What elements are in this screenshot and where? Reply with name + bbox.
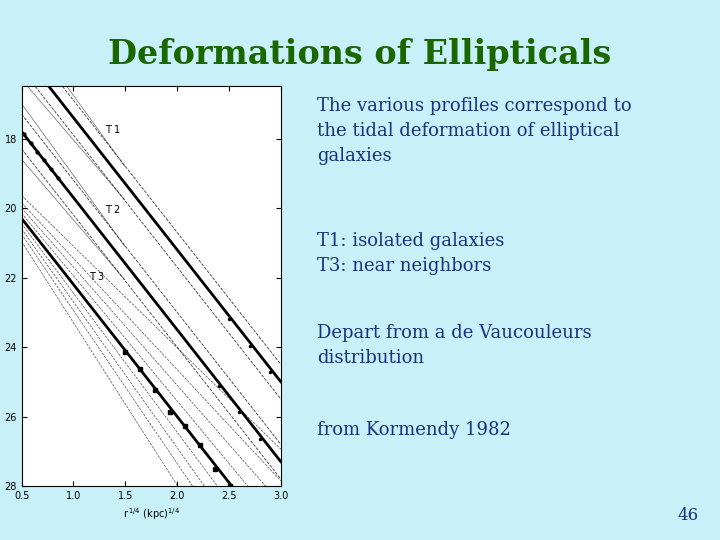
- Text: Depart from a de Vaucouleurs
distribution: Depart from a de Vaucouleurs distributio…: [317, 324, 591, 367]
- Text: T 2: T 2: [104, 205, 120, 215]
- Text: Deformations of Ellipticals: Deformations of Ellipticals: [109, 38, 611, 71]
- Text: T 3: T 3: [89, 272, 104, 282]
- Text: T1: isolated galaxies
T3: near neighbors: T1: isolated galaxies T3: near neighbors: [317, 232, 504, 275]
- X-axis label: r$^{\,1/4}$ (kpc)$^{1/4}$: r$^{\,1/4}$ (kpc)$^{1/4}$: [122, 507, 180, 522]
- Text: from Kormendy 1982: from Kormendy 1982: [317, 421, 510, 439]
- Text: 46: 46: [678, 507, 698, 524]
- Text: T 1: T 1: [104, 125, 120, 135]
- Text: The various profiles correspond to
the tidal deformation of elliptical
galaxies: The various profiles correspond to the t…: [317, 97, 631, 165]
